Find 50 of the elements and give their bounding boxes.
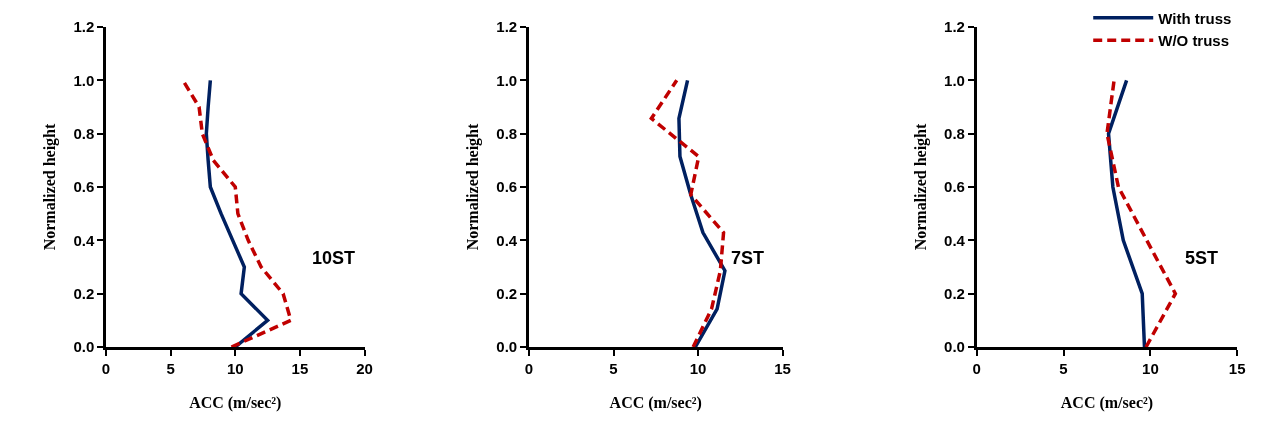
legend-label: W/O truss	[1158, 32, 1230, 49]
y-tick-label: 0.2	[944, 284, 965, 302]
y-tick-label: 1.0	[496, 71, 518, 89]
y-tick-label: 0.2	[73, 284, 95, 302]
x-tick-label: 10	[689, 359, 707, 377]
annotation: 10ST	[312, 248, 356, 268]
x-axis-title: ACC (m/sec²)	[189, 394, 282, 413]
x-tick-label: 0	[972, 359, 981, 377]
x-axis-title: ACC (m/sec²)	[609, 394, 702, 413]
x-tick-label: 15	[291, 359, 309, 377]
y-tick-label: 1.2	[73, 18, 95, 36]
y-tick-label: 0.0	[496, 338, 518, 356]
y-axis-title: Normalized height	[41, 123, 60, 251]
x-tick-label: 0	[524, 359, 534, 377]
y-tick-label: 0.6	[73, 178, 95, 196]
annotation: 5ST	[1185, 248, 1219, 268]
x-tick-label: 10	[1142, 359, 1159, 377]
x-tick-label: 15	[774, 359, 791, 377]
y-tick-label: 1.0	[73, 71, 95, 89]
y-tick-label: 0.0	[944, 338, 965, 356]
legend-label: With truss	[1158, 9, 1232, 27]
y-tick-label: 0.0	[73, 338, 95, 356]
y-tick-label: 0.6	[496, 178, 518, 196]
y-axis-title: Normalized height	[464, 123, 483, 251]
y-tick-label: 0.6	[944, 178, 965, 196]
line-series	[1105, 78, 1178, 347]
y-tick-label: 0.2	[496, 284, 518, 302]
y-axis-title: Normalized height	[912, 123, 930, 251]
x-tick-label: 0	[101, 359, 111, 377]
x-tick-label: 15	[1228, 359, 1246, 377]
x-tick-label: 10	[226, 359, 244, 377]
line-series	[677, 78, 727, 347]
y-tick-label: 0.8	[944, 124, 965, 142]
x-tick-label: 5	[1059, 359, 1068, 377]
x-tick-label: 20	[356, 359, 373, 377]
y-tick-label: 0.8	[73, 124, 95, 142]
line-series	[649, 78, 726, 347]
x-tick-label: 5	[609, 359, 618, 377]
y-tick-label: 0.8	[496, 124, 518, 142]
y-tick-label: 0.4	[496, 231, 518, 249]
y-tick-label: 0.4	[73, 231, 95, 249]
y-tick-label: 0.4	[944, 231, 966, 249]
x-axis-title: ACC (m/sec²)	[1060, 394, 1154, 413]
y-tick-label: 1.2	[496, 18, 518, 36]
line-series	[204, 78, 270, 347]
x-tick-label: 5	[166, 359, 175, 377]
y-tick-label: 1.2	[944, 18, 965, 36]
annotation: 7ST	[731, 248, 765, 268]
y-tick-label: 1.0	[944, 71, 965, 89]
line-series	[1106, 78, 1147, 347]
